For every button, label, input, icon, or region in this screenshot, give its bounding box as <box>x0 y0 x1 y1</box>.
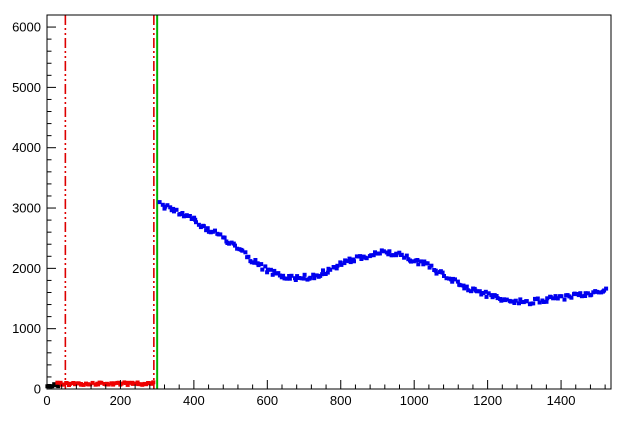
y-tick-label: 3000 <box>12 201 41 216</box>
y-tick-label: 4000 <box>12 140 41 155</box>
y-tick-label: 2000 <box>12 261 41 276</box>
x-tick-label: 1000 <box>400 393 429 408</box>
x-tick-label: 1400 <box>547 393 576 408</box>
x-tick-label: 1200 <box>473 393 502 408</box>
series-blue-signal <box>157 200 609 307</box>
y-tick-label: 6000 <box>12 20 41 35</box>
x-tick-label: 400 <box>183 393 205 408</box>
plot-frame <box>46 14 612 390</box>
x-tick-label: 600 <box>256 393 278 408</box>
x-tick-label: 200 <box>110 393 132 408</box>
y-tick-label: 1000 <box>12 321 41 336</box>
y-tick-label: 5000 <box>12 80 41 95</box>
x-tick-label: 0 <box>43 393 50 408</box>
x-axis: 0 200 400 600 800 1000 1200 1400 <box>43 380 606 408</box>
x-tick-label: 800 <box>330 393 352 408</box>
y-axis: 0 1000 2000 3000 4000 5000 6000 <box>12 14 56 397</box>
y-tick-label: 0 <box>34 382 41 397</box>
reference-lines <box>64 15 159 389</box>
